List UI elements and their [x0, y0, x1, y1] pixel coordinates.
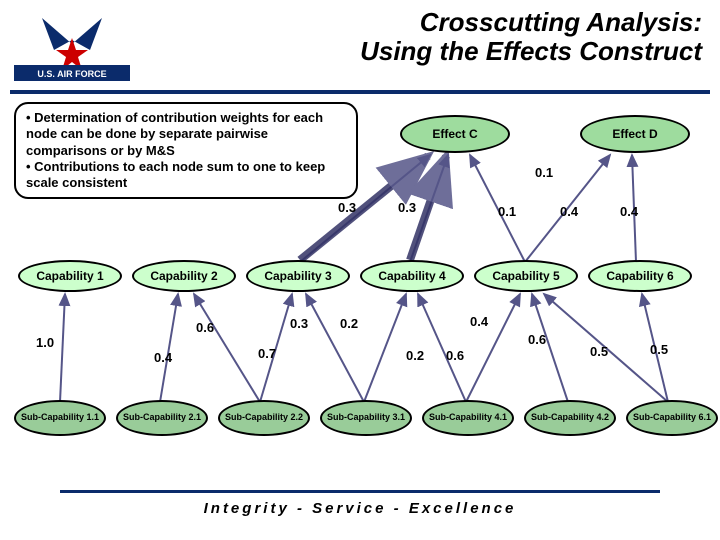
weight: 0.5: [650, 342, 668, 357]
note-callout: • Determination of contribution weights …: [14, 102, 358, 199]
weight: 0.5: [590, 344, 608, 359]
weight: 0.6: [196, 320, 214, 335]
title-line-2: Using the Effects Construct: [360, 36, 702, 66]
capability-4: Capability 4: [360, 260, 464, 292]
footer-motto: Integrity - Service - Excellence: [0, 500, 720, 517]
weight: 0.3: [398, 200, 416, 215]
weight: 0.1: [498, 204, 516, 219]
weight: 0.4: [620, 204, 638, 219]
sub-capability-4-2: Sub-Capability 4.2: [524, 400, 616, 436]
logo-text: U.S. AIR FORCE: [37, 69, 106, 79]
capability-2: Capability 2: [132, 260, 236, 292]
note-bullet-1: Determination of contribution weights fo…: [26, 110, 323, 158]
capability-5: Capability 5: [474, 260, 578, 292]
sub-capability-2-1: Sub-Capability 2.1: [116, 400, 208, 436]
weight: 0.2: [340, 316, 358, 331]
weight: 0.7: [258, 346, 276, 361]
slide-title: Crosscutting Analysis: Using the Effects…: [202, 8, 702, 65]
sub-capability-3-1: Sub-Capability 3.1: [320, 400, 412, 436]
weight: 0.6: [528, 332, 546, 347]
weight: 0.4: [470, 314, 488, 329]
sub-capability-6-1: Sub-Capability 6.1: [626, 400, 718, 436]
title-line-1: Crosscutting Analysis:: [420, 7, 702, 37]
sub-capability-4-1: Sub-Capability 4.1: [422, 400, 514, 436]
sub-capability-1-1: Sub-Capability 1.1: [14, 400, 106, 436]
weight: 1.0: [36, 335, 54, 350]
weight: 0.4: [560, 204, 578, 219]
effect-d: Effect D: [580, 115, 690, 153]
footer-rule: [60, 490, 660, 493]
capability-3: Capability 3: [246, 260, 350, 292]
weight: 0.3: [290, 316, 308, 331]
effect-c: Effect C: [400, 115, 510, 153]
weight: 0.3: [338, 200, 356, 215]
capability-1: Capability 1: [18, 260, 122, 292]
capability-6: Capability 6: [588, 260, 692, 292]
weight: 0.2: [406, 348, 424, 363]
sub-capability-2-2: Sub-Capability 2.2: [218, 400, 310, 436]
title-rule: [10, 90, 710, 94]
weight: 0.6: [446, 348, 464, 363]
note-bullet-2: Contributions to each node sum to one to…: [26, 159, 325, 190]
weight: 0.4: [154, 350, 172, 365]
usaf-logo: U.S. AIR FORCE: [12, 10, 132, 85]
weight: 0.1: [535, 165, 553, 180]
